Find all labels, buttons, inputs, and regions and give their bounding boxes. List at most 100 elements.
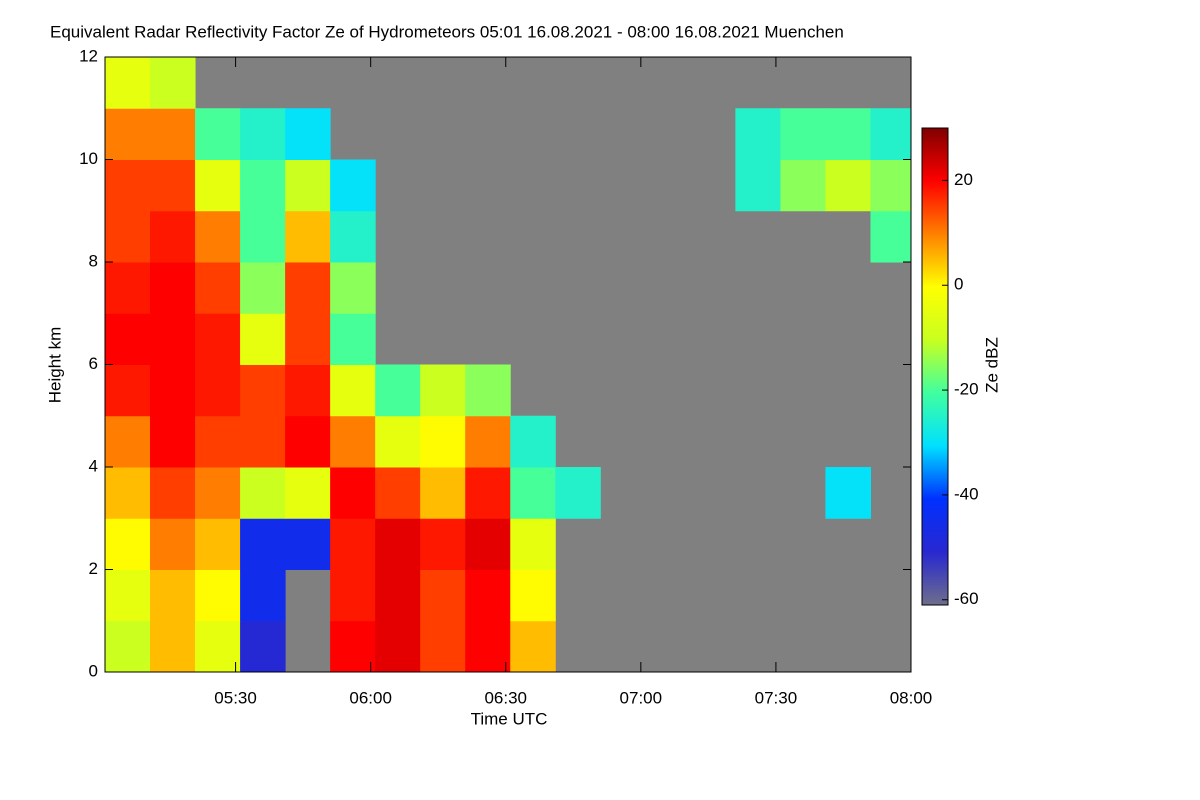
heatmap-cell [825,159,871,212]
heatmap-cell [510,415,556,468]
heatmap-cell [150,569,196,622]
colorbar-tick-label: -60 [954,589,979,608]
x-tick-label: 06:00 [349,688,392,707]
x-tick-label: 07:30 [755,688,798,707]
heatmap-cell [105,415,151,468]
heatmap-cell [105,569,151,622]
heatmap-cell [240,364,286,417]
heatmap-cell [105,210,151,263]
heatmap-cell [420,569,466,622]
heatmap-cell [195,159,241,212]
heatmap-cell [105,108,151,160]
heatmap-cell [285,262,331,314]
heatmap-cell [375,518,421,570]
heatmap-cell [240,620,286,673]
heatmap-cell [285,108,331,160]
colorbar-tick-label: 0 [954,275,963,294]
heatmap-cell [375,364,421,417]
heatmap-cell [195,364,241,417]
heatmap-cell [330,569,376,622]
heatmap-cell [285,415,331,468]
heatmap-cell [735,159,781,212]
heatmap-cell [150,313,196,365]
heatmap-cell [150,262,196,314]
heatmap-cell [375,415,421,468]
colorbar-tick-label: -20 [954,380,979,399]
heatmap-cell [195,620,241,673]
colorbar-tick-label: -40 [954,484,979,503]
heatmap-cell [240,467,286,519]
y-tick-label: 0 [89,661,98,680]
heatmap-cell [870,210,912,263]
heatmap-cell [330,313,376,365]
x-tick-label: 08:00 [890,688,933,707]
heatmap-cell [420,415,466,468]
x-tick-label: 05:30 [214,688,257,707]
heatmap-cell [285,518,331,570]
x-tick-label: 06:30 [484,688,527,707]
heatmap-cell [330,262,376,314]
heatmap-cell [330,467,376,519]
heatmap-cell [150,518,196,570]
heatmap-cell [510,569,556,622]
heatmap-cell [240,415,286,468]
heatmap-cell [195,262,241,314]
heatmap-cell [240,159,286,212]
heatmap-cell [375,569,421,622]
heatmap-cell [285,364,331,417]
y-tick-label: 10 [79,149,98,168]
heatmap-cell [285,467,331,519]
heatmap-cell [870,159,912,212]
heatmap-cell [240,262,286,314]
y-tick-label: 6 [89,354,98,373]
heatmap-cell [150,364,196,417]
heatmap-cell [465,569,511,622]
heatmap-cell [150,467,196,519]
heatmap-cell [240,569,286,622]
heatmap-cell [105,620,151,673]
heatmap-cell [555,467,601,519]
heatmap-cell [465,415,511,468]
heatmap-cell [465,364,511,417]
colorbar-label: Ze dBZ [982,337,1001,393]
heatmap-cell [780,159,826,212]
heatmap-cell [105,313,151,365]
heatmap-cell [330,620,376,673]
heatmap-cell [780,108,826,160]
y-tick-label: 4 [89,456,98,475]
heatmap-cell [285,159,331,212]
heatmap-cell [330,159,376,212]
heatmap-cell [105,57,151,109]
heatmap-cell [465,620,511,673]
heatmap-cell [150,57,196,109]
heatmap-cell [240,108,286,160]
heatmap-cell [195,467,241,519]
heatmap-cell [195,210,241,263]
heatmap-cell [870,108,912,160]
heatmap-cell [510,518,556,570]
y-tick-label: 2 [89,559,98,578]
colorbar [921,127,949,606]
heatmap-cell [465,518,511,570]
heatmap-cell [150,620,196,673]
y-axis-label: Height km [45,327,64,404]
heatmap-cell [420,467,466,519]
heatmap-cell [330,364,376,417]
heatmap-cell [195,313,241,365]
y-tick-label: 8 [89,251,98,270]
colorbar-tick-label: 20 [954,170,973,189]
heatmap-cell [330,518,376,570]
chart-title: Equivalent Radar Reflectivity Factor Ze … [50,22,844,41]
heatmap-cell [420,620,466,673]
x-tick-label: 07:00 [620,688,663,707]
heatmap-cell [240,210,286,263]
heatmap-cell [195,518,241,570]
heatmap-cell [375,467,421,519]
heatmap-cell [330,415,376,468]
heatmap-cell [105,364,151,417]
heatmap-cell [105,159,151,212]
heatmap-cell [375,620,421,673]
heatmap-cell [330,210,376,263]
heatmap-cell [240,518,286,570]
